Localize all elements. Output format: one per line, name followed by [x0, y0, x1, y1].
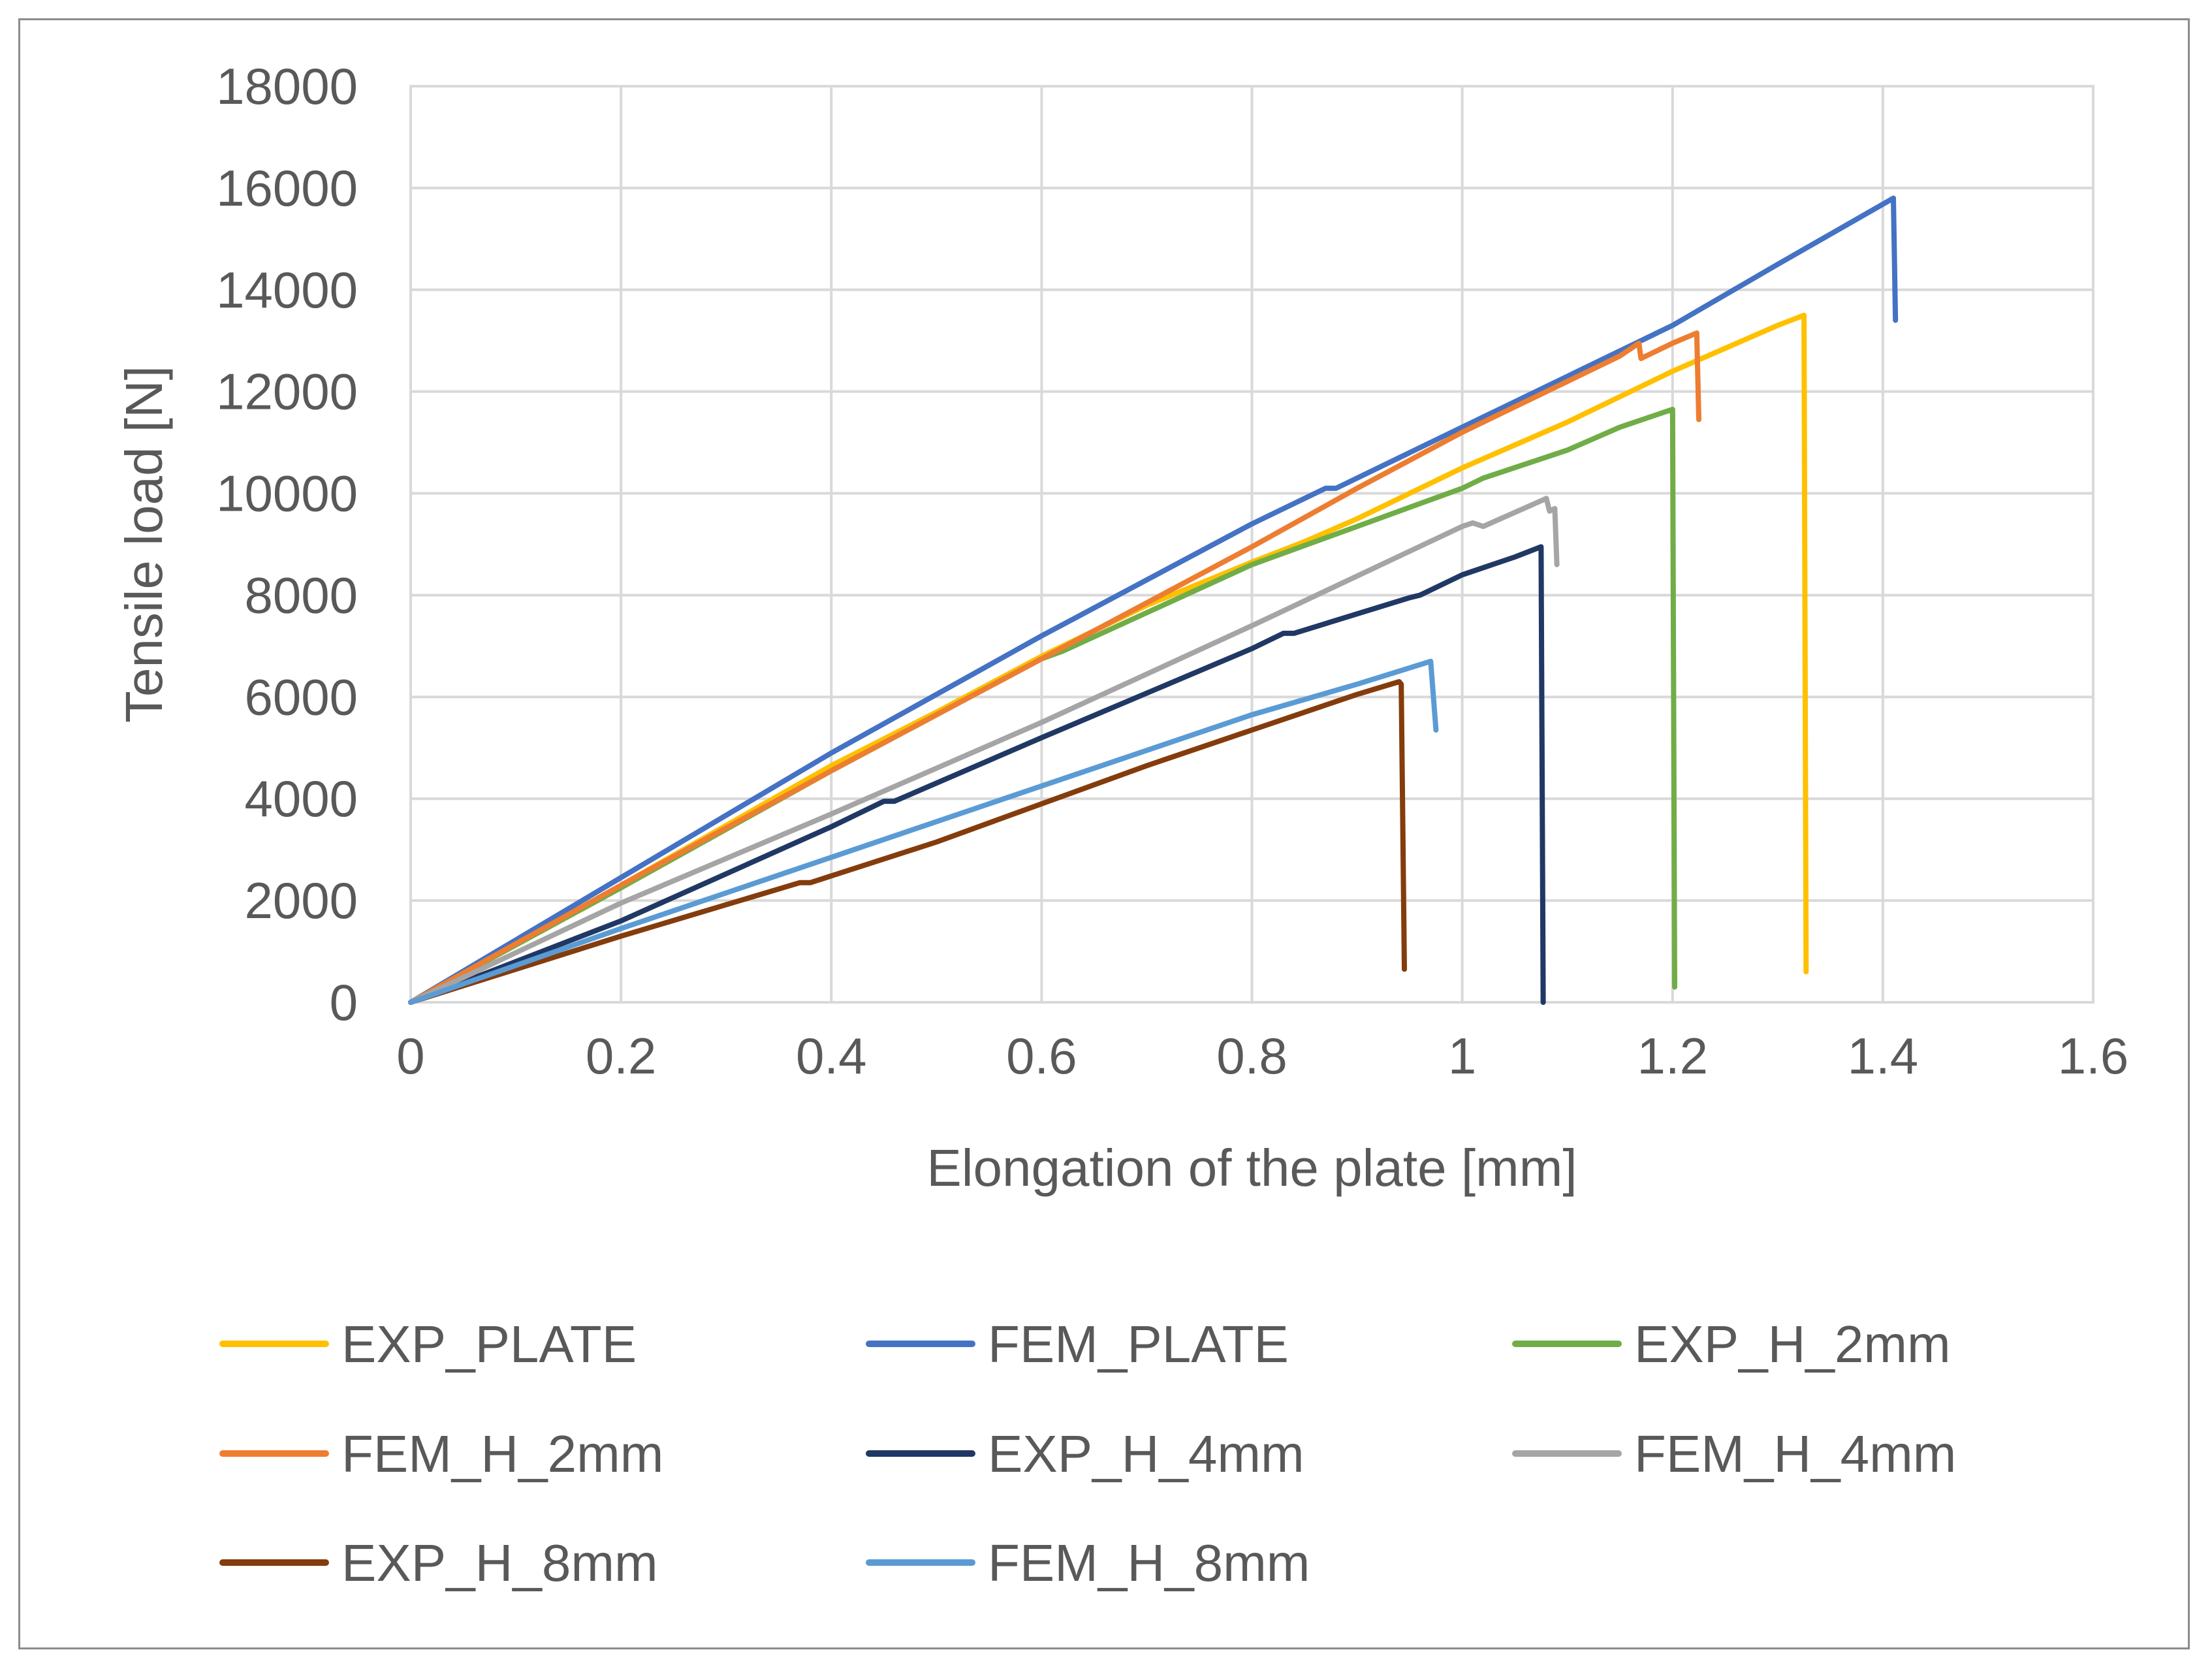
x-tick-label: 0.8 — [1216, 1027, 1287, 1085]
x-axis-ticks: 0 0.2 0.4 0.6 0.8 1 1.2 1.4 1.6 — [396, 1027, 2128, 1085]
x-tick-label: 0 — [396, 1027, 424, 1085]
series-line-fem-h-4mm — [408, 496, 1560, 1005]
x-tick-label: 1 — [1448, 1027, 1476, 1085]
series-line-fem-h-2mm — [408, 330, 1701, 1005]
series-line-exp-h-4mm — [408, 544, 1546, 1005]
x-tick-label: 0.4 — [796, 1027, 866, 1085]
series-line-fem-h-8mm — [408, 658, 1439, 1005]
series-group — [408, 195, 1899, 1005]
legend-label: FEM_H_8mm — [988, 1534, 1310, 1592]
y-tick-label: 14000 — [216, 261, 358, 319]
legend-label: FEM_H_2mm — [341, 1425, 663, 1483]
series-line-exp-h-8mm — [408, 679, 1407, 1005]
x-tick-label: 1.2 — [1637, 1027, 1708, 1085]
y-tick-label: 6000 — [244, 668, 358, 725]
y-tick-label: 10000 — [216, 465, 358, 522]
y-tick-label: 12000 — [216, 363, 358, 421]
series-line-fem-plate — [408, 195, 1899, 1005]
x-tick-label: 1.6 — [2058, 1027, 2128, 1085]
legend-label: EXP_PLATE — [341, 1315, 637, 1373]
x-tick-label: 1.4 — [1848, 1027, 1918, 1085]
x-axis-title: Elongation of the plate [mm] — [926, 1139, 1577, 1197]
chart-frame: 0 2000 4000 6000 8000 10000 12000 14000 16000 180… — [18, 18, 2190, 1649]
legend: EXP_PLATE FEM_PLATE EXP_H_2mm FEM_H_2mm EXP_… — [219, 1315, 1956, 1592]
series-line-exp-plate — [408, 312, 1809, 1005]
legend-label: FEM_PLATE — [988, 1315, 1289, 1373]
legend-label: FEM_H_4mm — [1634, 1425, 1956, 1483]
line-chart: 0 2000 4000 6000 8000 10000 12000 14000 16000 180… — [115, 57, 2128, 1592]
y-tick-label: 0 — [330, 974, 358, 1031]
y-axis-ticks: 0 2000 4000 6000 8000 10000 12000 14000 16000 180… — [216, 57, 358, 1031]
x-tick-label: 0.6 — [1006, 1027, 1077, 1085]
y-tick-label: 4000 — [244, 770, 358, 827]
y-axis-title: Tensile load [N] — [115, 366, 173, 723]
legend-label: EXP_H_8mm — [341, 1534, 658, 1592]
y-tick-label: 18000 — [216, 57, 358, 115]
x-tick-label: 0.2 — [586, 1027, 656, 1085]
legend-label: EXP_H_4mm — [988, 1425, 1304, 1483]
plot-area — [409, 85, 2094, 1004]
y-tick-label: 8000 — [244, 566, 358, 624]
y-tick-label: 2000 — [244, 872, 358, 929]
y-tick-label: 16000 — [216, 159, 358, 217]
legend-label: EXP_H_2mm — [1634, 1315, 1951, 1373]
